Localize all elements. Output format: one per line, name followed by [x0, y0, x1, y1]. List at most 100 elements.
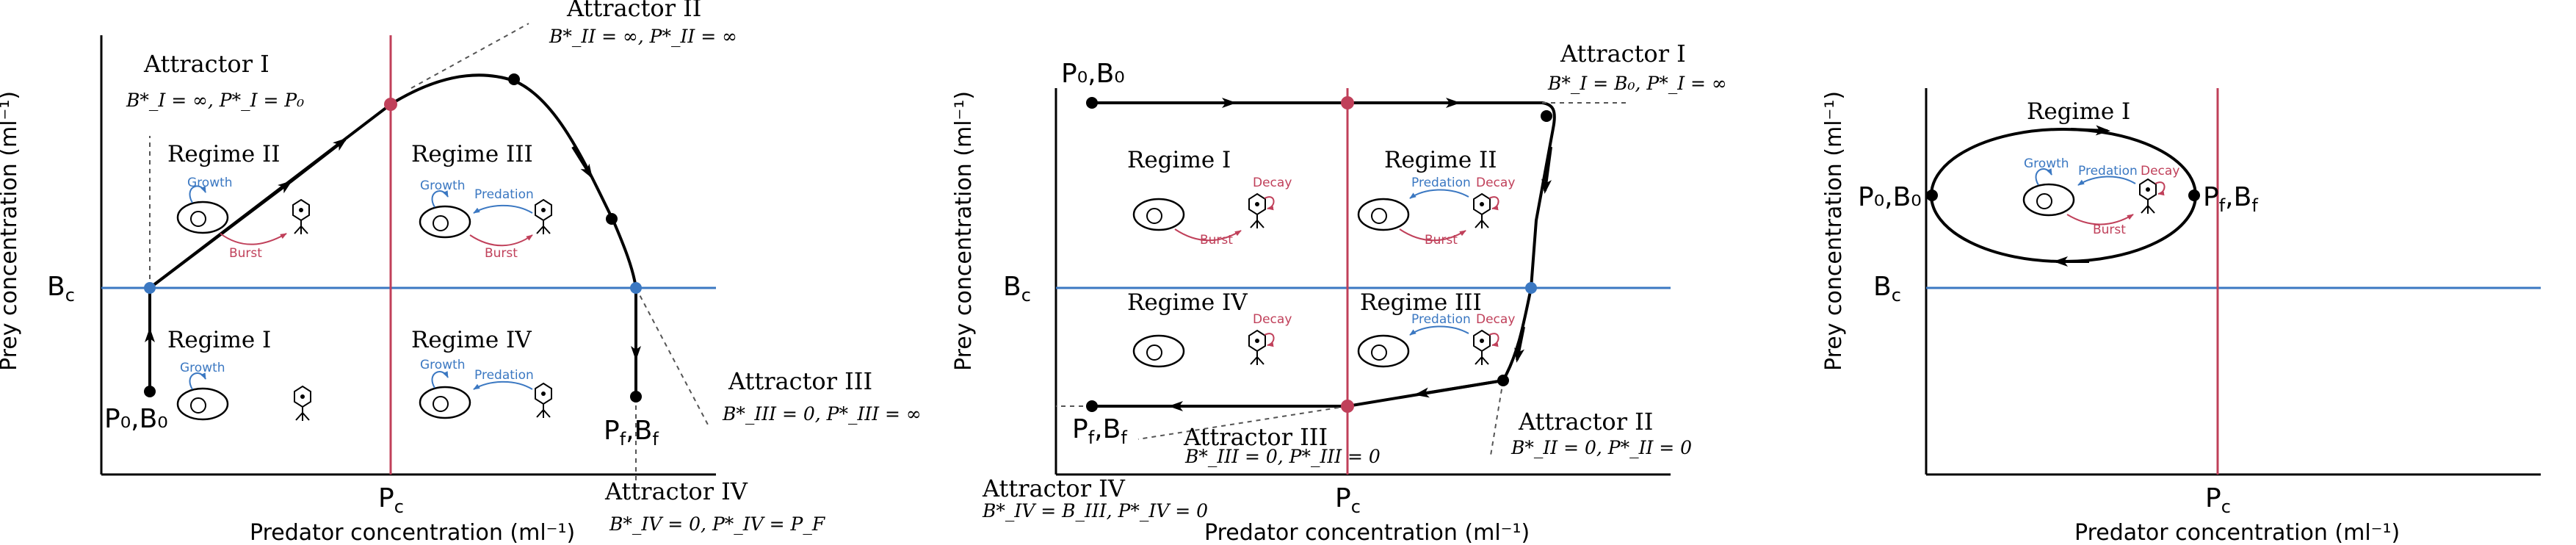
panel-1: Prey concentration (ml⁻¹) Predator conce… [0, 0, 922, 545]
tick-pc: Pc [378, 483, 404, 517]
phage-icon [292, 199, 310, 235]
intersection-point [384, 98, 397, 111]
attractor-title: Attractor III [1183, 423, 1328, 451]
prey-cell-icon [1132, 198, 1185, 231]
attractor-equation: B*_II = ∞, P*_II = ∞ [549, 26, 737, 47]
y-axis-label: Prey concentration (ml⁻¹) [951, 91, 977, 371]
attractor-title: Attractor I [143, 50, 269, 78]
regime-icons: Decay Predation [1357, 312, 1515, 368]
attractor-equation: B*_I = ∞, P*_I = P₀ [126, 90, 304, 111]
trajectory-arrow [1541, 146, 1552, 194]
prey-cell-icon [176, 201, 229, 234]
attractor-equation: B*_I = B₀, P*_I = ∞ [1547, 73, 1727, 94]
x-axis-label: Predator concentration (ml⁻¹) [1204, 520, 1530, 545]
process-label: Burst [2093, 223, 2126, 237]
end-label: Pf,Bf [604, 416, 659, 450]
intersection-point [144, 282, 156, 294]
decay-arrow-icon [1488, 333, 1499, 347]
process-label: Growth [420, 358, 466, 372]
attractor-title: Attractor IV [982, 474, 1126, 502]
burst-arrow-icon [1174, 228, 1242, 242]
end-point [630, 391, 642, 403]
trajectory-point [606, 213, 618, 225]
regime-icons: Decay [1132, 312, 1292, 368]
regime-label: Regime I [2027, 98, 2130, 125]
trajectory-arrow [148, 180, 293, 289]
process-label: Predation [2078, 164, 2138, 178]
intersection-point [630, 282, 642, 294]
trajectory [148, 73, 637, 397]
process-label: Decay [1253, 312, 1292, 327]
prey-cell-icon [1357, 198, 1410, 231]
regime-icons: Growth Predation [419, 358, 552, 419]
burst-arrow-icon [1399, 228, 1466, 242]
predation-arrow-icon [473, 380, 533, 390]
predation-arrow-icon [2077, 176, 2136, 186]
start-label: P₀,B₀ [1858, 182, 1922, 212]
process-label: Growth [2024, 156, 2069, 171]
growth-arrow-icon [431, 371, 449, 389]
tick-bc: Bc [47, 272, 75, 306]
trajectory-point [1497, 375, 1509, 386]
prey-cell-icon [2022, 183, 2075, 217]
tick-bc: Bc [1873, 272, 1901, 306]
decay-arrow-icon [1264, 333, 1275, 347]
trajectory-arrow [289, 137, 348, 184]
regime-icons: Growth Predation Decay Burst [2022, 156, 2179, 237]
regime-label: Regime I [167, 327, 271, 353]
end-point [1086, 400, 1098, 412]
trajectory-arrow [571, 145, 593, 179]
regime-label: Regime IV [1127, 289, 1248, 316]
regime-icons: Decay Predation Burst [1357, 176, 1515, 248]
regime-label: Regime II [167, 141, 281, 167]
prey-cell-icon [1357, 334, 1410, 368]
trajectory-arrow [2070, 125, 2110, 136]
regime-icons: Growth Predation Burst [419, 178, 552, 261]
process-label: Burst [1200, 233, 1233, 248]
process-label: Decay [1476, 312, 1515, 327]
start-point [1086, 97, 1098, 109]
process-label: Burst [1425, 233, 1458, 248]
trajectory-point [1541, 110, 1552, 122]
process-label: Predation [474, 368, 534, 383]
process-label: Predation [474, 187, 534, 202]
y-axis-label: Prey concentration (ml⁻¹) [0, 91, 22, 371]
process-label: Decay [1253, 176, 1292, 190]
regime-label: Regime III [411, 141, 533, 167]
attractor-title: Attractor IV [604, 477, 748, 505]
process-label: Growth [180, 361, 225, 375]
prey-cell-icon [176, 387, 229, 421]
start-point [1926, 190, 1938, 201]
process-label: Growth [420, 178, 466, 193]
attractor-title: Attractor I [1560, 40, 1686, 68]
process-label: Decay [1476, 176, 1515, 190]
regime-icons: Decay Burst [1132, 176, 1292, 248]
attractor-equation: B*_IV = 0, P*_IV = P_F [609, 513, 826, 535]
dashed-guide [1490, 380, 1504, 456]
growth-arrow-icon [2035, 168, 2052, 186]
x-axis-label: Predator concentration (ml⁻¹) [250, 520, 575, 545]
process-label: Decay [2141, 164, 2179, 178]
regime-label: Regime III [1360, 289, 1482, 316]
tick-bc: Bc [1003, 272, 1031, 306]
predation-arrow-icon [473, 204, 533, 214]
burst-arrow-icon [2066, 214, 2134, 225]
y-axis-label: Prey concentration (ml⁻¹) [1821, 91, 1847, 371]
end-point [2188, 190, 2200, 201]
regime-label: Regime IV [411, 327, 532, 353]
phage-icon [294, 386, 311, 422]
tick-pc: Pc [1335, 483, 1361, 517]
growth-arrow-icon [431, 190, 449, 208]
growth-arrow-icon [189, 372, 206, 390]
regime-label: Regime II [1384, 147, 1497, 173]
decay-arrow-icon [1264, 196, 1275, 211]
phage-icon [1248, 330, 1266, 366]
end-label: Pf,Bf [1072, 414, 1127, 448]
process-label: Growth [187, 176, 233, 190]
process-label: Burst [485, 246, 518, 261]
phage-icon [1473, 330, 1491, 366]
start-label: P₀,B₀ [1061, 59, 1125, 89]
regime-icons: Growth Burst [176, 176, 310, 261]
trajectory-arrow [1514, 326, 1525, 363]
trajectory-arrow [1414, 379, 1504, 398]
